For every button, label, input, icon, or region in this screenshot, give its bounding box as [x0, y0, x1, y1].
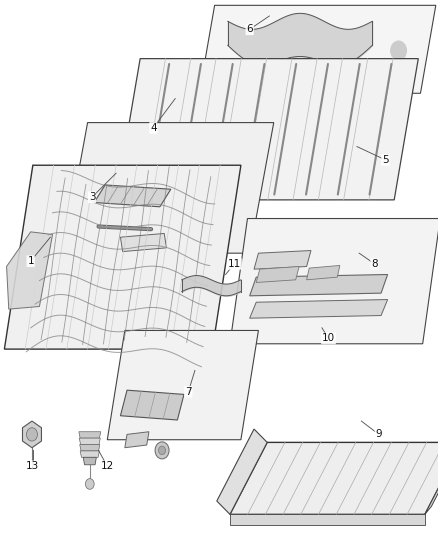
Polygon shape [425, 434, 438, 514]
Text: 5: 5 [382, 155, 389, 165]
Polygon shape [230, 219, 438, 344]
Polygon shape [4, 165, 241, 349]
Polygon shape [107, 330, 258, 440]
Text: 6: 6 [246, 25, 253, 34]
Circle shape [26, 427, 37, 441]
Polygon shape [217, 429, 267, 514]
Polygon shape [79, 432, 101, 438]
Polygon shape [64, 123, 274, 253]
Polygon shape [79, 438, 100, 445]
Polygon shape [22, 421, 42, 448]
Text: 10: 10 [322, 334, 335, 343]
Text: 4: 4 [150, 123, 157, 133]
Text: 7: 7 [185, 387, 192, 397]
Text: 1: 1 [27, 256, 34, 266]
Polygon shape [80, 451, 99, 457]
Polygon shape [250, 274, 388, 296]
Polygon shape [256, 266, 299, 282]
Polygon shape [125, 432, 149, 448]
Polygon shape [80, 445, 100, 451]
Circle shape [391, 41, 406, 60]
Text: 8: 8 [371, 259, 378, 269]
Polygon shape [250, 300, 388, 318]
Circle shape [155, 442, 169, 459]
Polygon shape [116, 59, 418, 200]
Polygon shape [7, 232, 53, 309]
Polygon shape [254, 251, 311, 269]
Polygon shape [120, 390, 184, 420]
Text: 11: 11 [228, 259, 241, 269]
Circle shape [85, 479, 94, 489]
Text: 13: 13 [26, 462, 39, 471]
Text: 3: 3 [88, 192, 95, 202]
Text: 12: 12 [101, 462, 114, 471]
Polygon shape [199, 5, 436, 93]
Polygon shape [307, 265, 340, 280]
Text: 9: 9 [375, 430, 382, 439]
Polygon shape [230, 514, 425, 525]
Polygon shape [94, 185, 171, 207]
Circle shape [159, 446, 166, 455]
Polygon shape [120, 233, 166, 252]
Polygon shape [230, 442, 438, 514]
Polygon shape [83, 457, 96, 465]
